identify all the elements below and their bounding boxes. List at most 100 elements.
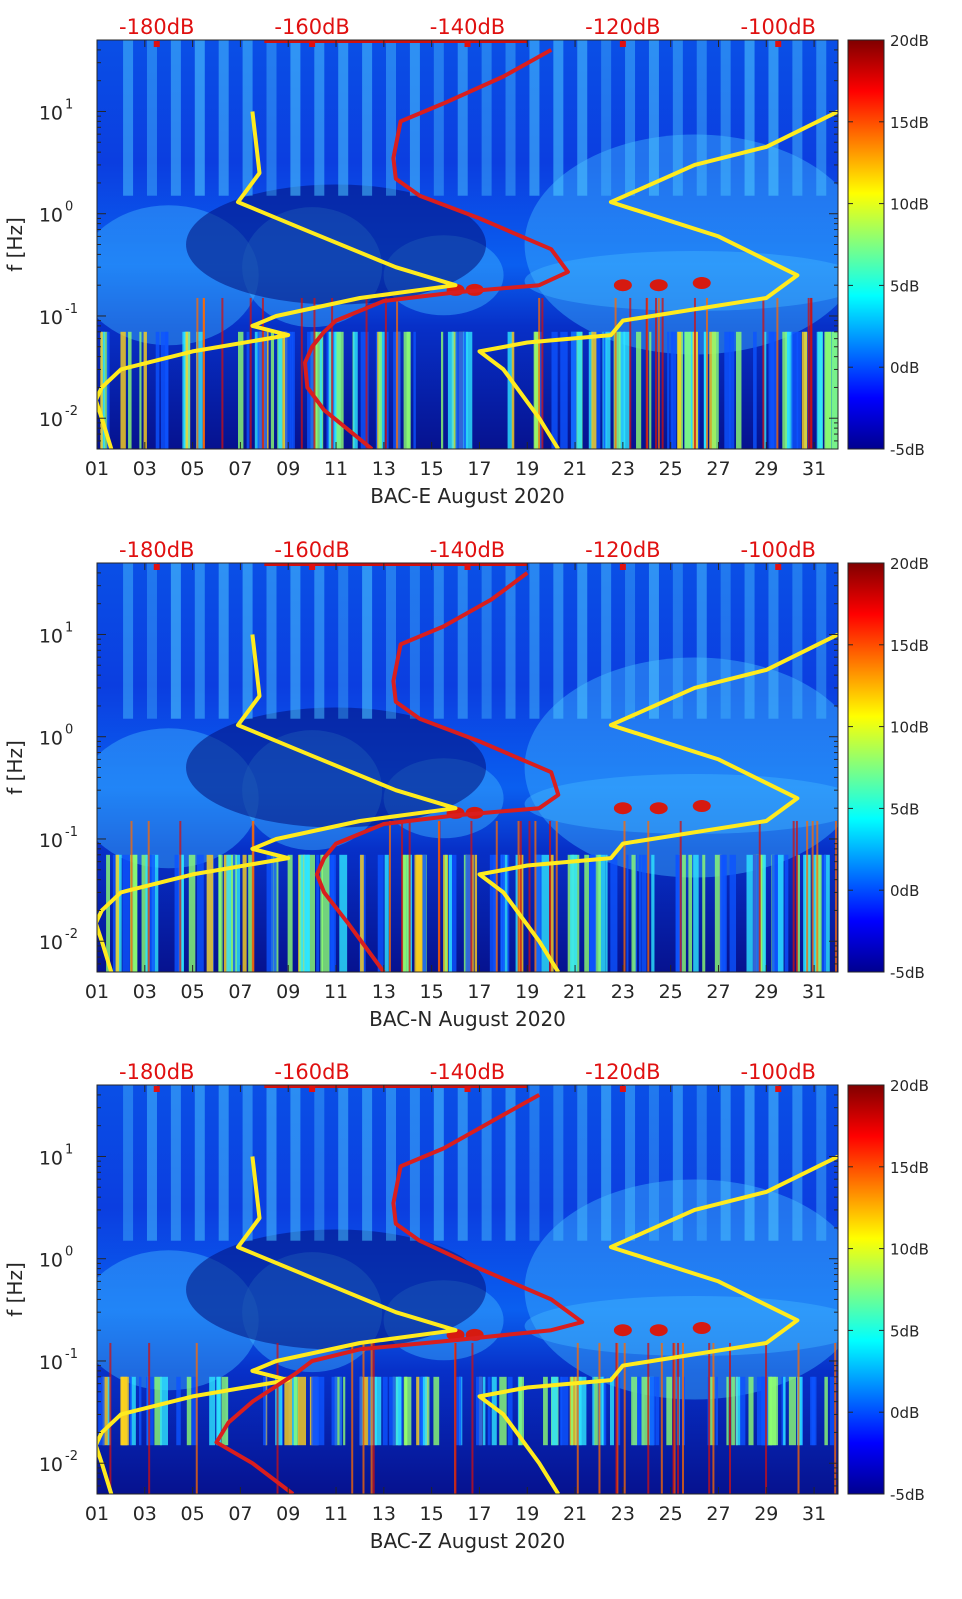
top-axis-db-label: -180dB — [119, 15, 194, 39]
y-tick-label: 10 — [39, 932, 63, 954]
x-tick-label: 01 — [85, 1503, 109, 1525]
x-tick-label: 15 — [420, 458, 444, 480]
top-axis-db-label: -140dB — [430, 1060, 505, 1084]
x-tick-label: 13 — [372, 981, 396, 1003]
x-tick-label: 27 — [706, 981, 730, 1003]
yellow-curve-right — [477, 109, 838, 449]
x-tick-label: 03 — [133, 458, 157, 480]
top-axis-db-label: -180dB — [119, 1060, 194, 1084]
colorbar-tick-label: 20dB — [890, 555, 929, 573]
y-tick-label: 10 — [39, 409, 63, 431]
y-tick-label: 10 — [39, 728, 63, 750]
x-tick-label: 13 — [372, 458, 396, 480]
x-tick-label: 23 — [611, 458, 635, 480]
y-tick-label: 10 — [39, 102, 63, 124]
y-tick-label: 10 — [39, 307, 63, 329]
x-tick-label: 29 — [754, 981, 778, 1003]
colorbar: 20dB 15dB 10dB 5dB 0dB -5dB — [847, 32, 929, 459]
colorbar-tick-label: -5dB — [890, 441, 925, 459]
x-tick-label: 21 — [563, 981, 587, 1003]
y-tick-exponent: 1 — [65, 1142, 73, 1157]
x-tick-label: 25 — [659, 458, 683, 480]
y-tick-exponent: -1 — [65, 1347, 78, 1362]
colorbar-tick-label: 15dB — [890, 1159, 929, 1177]
y-tick-exponent: 0 — [65, 723, 73, 738]
colorbar-tick-label: 15dB — [890, 637, 929, 655]
colorbar-tick-label: 0dB — [890, 882, 919, 900]
x-tick-label: 29 — [754, 1503, 778, 1525]
colorbar-tick-label: 5dB — [890, 800, 919, 818]
x-axis-label: BAC-Z August 2020 — [370, 1529, 566, 1553]
top-axis-db-label: -140dB — [430, 15, 505, 39]
yellow-curve-right — [477, 1154, 838, 1494]
red-curve — [214, 1093, 585, 1494]
x-tick-label: 17 — [467, 981, 491, 1003]
red-curve — [314, 571, 561, 972]
yellow-curve-left — [97, 111, 458, 449]
x-tick-label: 03 — [133, 981, 157, 1003]
top-axis-db-label: -180dB — [119, 538, 194, 562]
x-tick-label: 19 — [515, 458, 539, 480]
x-tick-label: 15 — [420, 981, 444, 1003]
colorbar: 20dB 15dB 10dB 5dB 0dB -5dB — [847, 1077, 929, 1504]
x-tick-label: 17 — [467, 458, 491, 480]
colorbar-tick-label: 10dB — [890, 719, 929, 737]
spectrogram-image — [97, 1085, 838, 1494]
top-axis-db-label: -100dB — [741, 1060, 816, 1084]
y-axis-label: f [Hz] — [3, 740, 27, 795]
y-tick-exponent: -2 — [65, 927, 78, 942]
x-tick-label: 07 — [228, 1503, 252, 1525]
x-tick-label: 05 — [181, 458, 205, 480]
colorbar-tick-label: 15dB — [890, 114, 929, 132]
x-tick-label: 19 — [515, 981, 539, 1003]
y-tick-label: 10 — [39, 1250, 63, 1272]
x-tick-label: 11 — [324, 458, 348, 480]
x-tick-label: 23 — [611, 981, 635, 1003]
x-tick-label: 21 — [563, 458, 587, 480]
colorbar-tick-label: 5dB — [890, 277, 919, 295]
x-tick-label: 03 — [133, 1503, 157, 1525]
x-tick-label: 29 — [754, 458, 778, 480]
x-tick-label: 09 — [276, 981, 300, 1003]
x-tick-label: 05 — [181, 981, 205, 1003]
y-tick-label: 10 — [39, 1147, 63, 1169]
top-axis-db-label: -120dB — [585, 1060, 660, 1084]
y-tick-exponent: -1 — [65, 825, 78, 840]
x-tick-label: 13 — [372, 1503, 396, 1525]
colorbar-tick-label: 20dB — [890, 32, 929, 50]
x-tick-label: 19 — [515, 1503, 539, 1525]
x-tick-label: 01 — [85, 458, 109, 480]
x-tick-label: 21 — [563, 1503, 587, 1525]
x-tick-label: 27 — [706, 1503, 730, 1525]
colorbar-tick-label: -5dB — [890, 964, 925, 982]
x-axis-label: BAC-N August 2020 — [369, 1007, 566, 1031]
y-tick-label: 10 — [39, 625, 63, 647]
colorbar-tick-label: 0dB — [890, 359, 919, 377]
x-tick-label: 31 — [802, 981, 826, 1003]
y-axis-label: f [Hz] — [3, 1262, 27, 1317]
x-tick-label: 11 — [324, 1503, 348, 1525]
y-tick-exponent: 1 — [65, 97, 73, 112]
x-tick-label: 07 — [228, 458, 252, 480]
top-axis-db-label: -140dB — [430, 538, 505, 562]
x-tick-label: 23 — [611, 1503, 635, 1525]
spectrogram-image — [97, 40, 838, 449]
y-tick-label: 10 — [39, 1352, 63, 1374]
x-tick-label: 05 — [181, 1503, 205, 1525]
x-tick-label: 31 — [802, 1503, 826, 1525]
x-tick-label: 07 — [228, 981, 252, 1003]
top-axis-db-label: -160dB — [274, 538, 349, 562]
colorbar-tick-label: 5dB — [890, 1322, 919, 1340]
colorbar-tick-label: -5dB — [890, 1486, 925, 1504]
x-tick-label: 25 — [659, 1503, 683, 1525]
spectrogram-image — [97, 563, 838, 972]
top-axis-db-label: -100dB — [741, 15, 816, 39]
x-tick-label: 09 — [276, 1503, 300, 1525]
y-tick-exponent: 0 — [65, 200, 73, 215]
yellow-curve-left — [97, 1156, 458, 1494]
y-tick-exponent: -2 — [65, 1449, 78, 1464]
